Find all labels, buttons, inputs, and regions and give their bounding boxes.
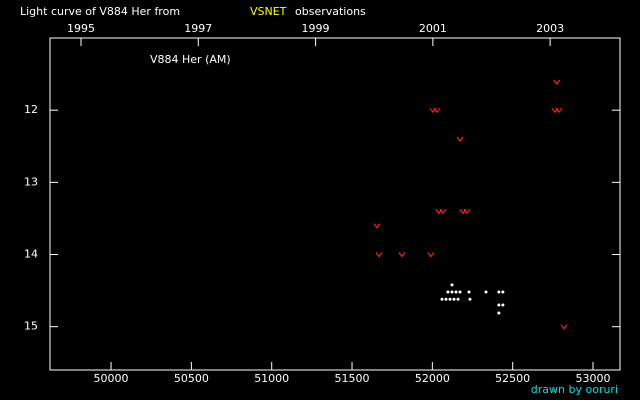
upper-limit-point <box>553 79 561 86</box>
observation-point <box>497 303 501 307</box>
y-tick-label: 15 <box>24 320 38 333</box>
upper-limit-point <box>427 252 435 258</box>
x2-tick-label: 1995 <box>67 22 95 35</box>
observation-point <box>497 290 501 294</box>
x2-tick-label: 2001 <box>419 22 447 35</box>
y-tick-label: 13 <box>24 175 38 188</box>
upper-limit-point <box>398 252 406 258</box>
upper-limit-point <box>433 107 441 114</box>
upper-limit-point <box>439 208 447 215</box>
observation-point <box>448 297 452 301</box>
upper-limit-point <box>373 223 381 229</box>
observation-point <box>450 290 454 294</box>
observation-point <box>450 283 454 287</box>
observation-point <box>444 297 448 301</box>
plot-frame <box>49 37 621 371</box>
upper-limit-point <box>456 136 464 143</box>
x2-tick-label: 1999 <box>302 22 330 35</box>
observation-point <box>456 297 460 301</box>
upper-limit-point <box>375 252 383 258</box>
x-tick-label: 51000 <box>254 372 289 385</box>
observation-point <box>468 297 472 301</box>
observation-point <box>452 297 456 301</box>
observation-point <box>440 297 444 301</box>
observation-point <box>467 290 471 294</box>
x-tick-label: 50000 <box>94 372 129 385</box>
upper-limit-point <box>560 324 568 330</box>
y-tick-label: 12 <box>24 103 38 116</box>
x-tick-label: 51500 <box>335 372 370 385</box>
y-tick-label: 14 <box>24 248 38 261</box>
upper-limit-point <box>555 107 563 114</box>
observation-point <box>484 290 488 294</box>
x2-tick-label: 2003 <box>536 22 564 35</box>
observation-point <box>501 303 505 307</box>
chart-title: Light curve of V884 Her from <box>20 5 180 18</box>
x-tick-label: 50500 <box>174 372 209 385</box>
credit: drawn by ooruri <box>531 383 618 396</box>
upper-limit-point <box>463 208 471 215</box>
annotation: V884 Her (AM) <box>150 53 231 66</box>
observation-point <box>458 290 462 294</box>
observation-point <box>501 290 505 294</box>
x-tick-label: 52000 <box>415 372 450 385</box>
chart-title-suffix: observations <box>295 5 366 18</box>
chart-title-highlight: VSNET <box>250 5 287 18</box>
x-tick-label: 53000 <box>576 372 611 385</box>
x2-tick-label: 1997 <box>184 22 212 35</box>
observation-point <box>497 311 501 315</box>
x-tick-label: 52500 <box>495 372 530 385</box>
observation-point <box>446 290 450 294</box>
observation-point <box>454 290 458 294</box>
